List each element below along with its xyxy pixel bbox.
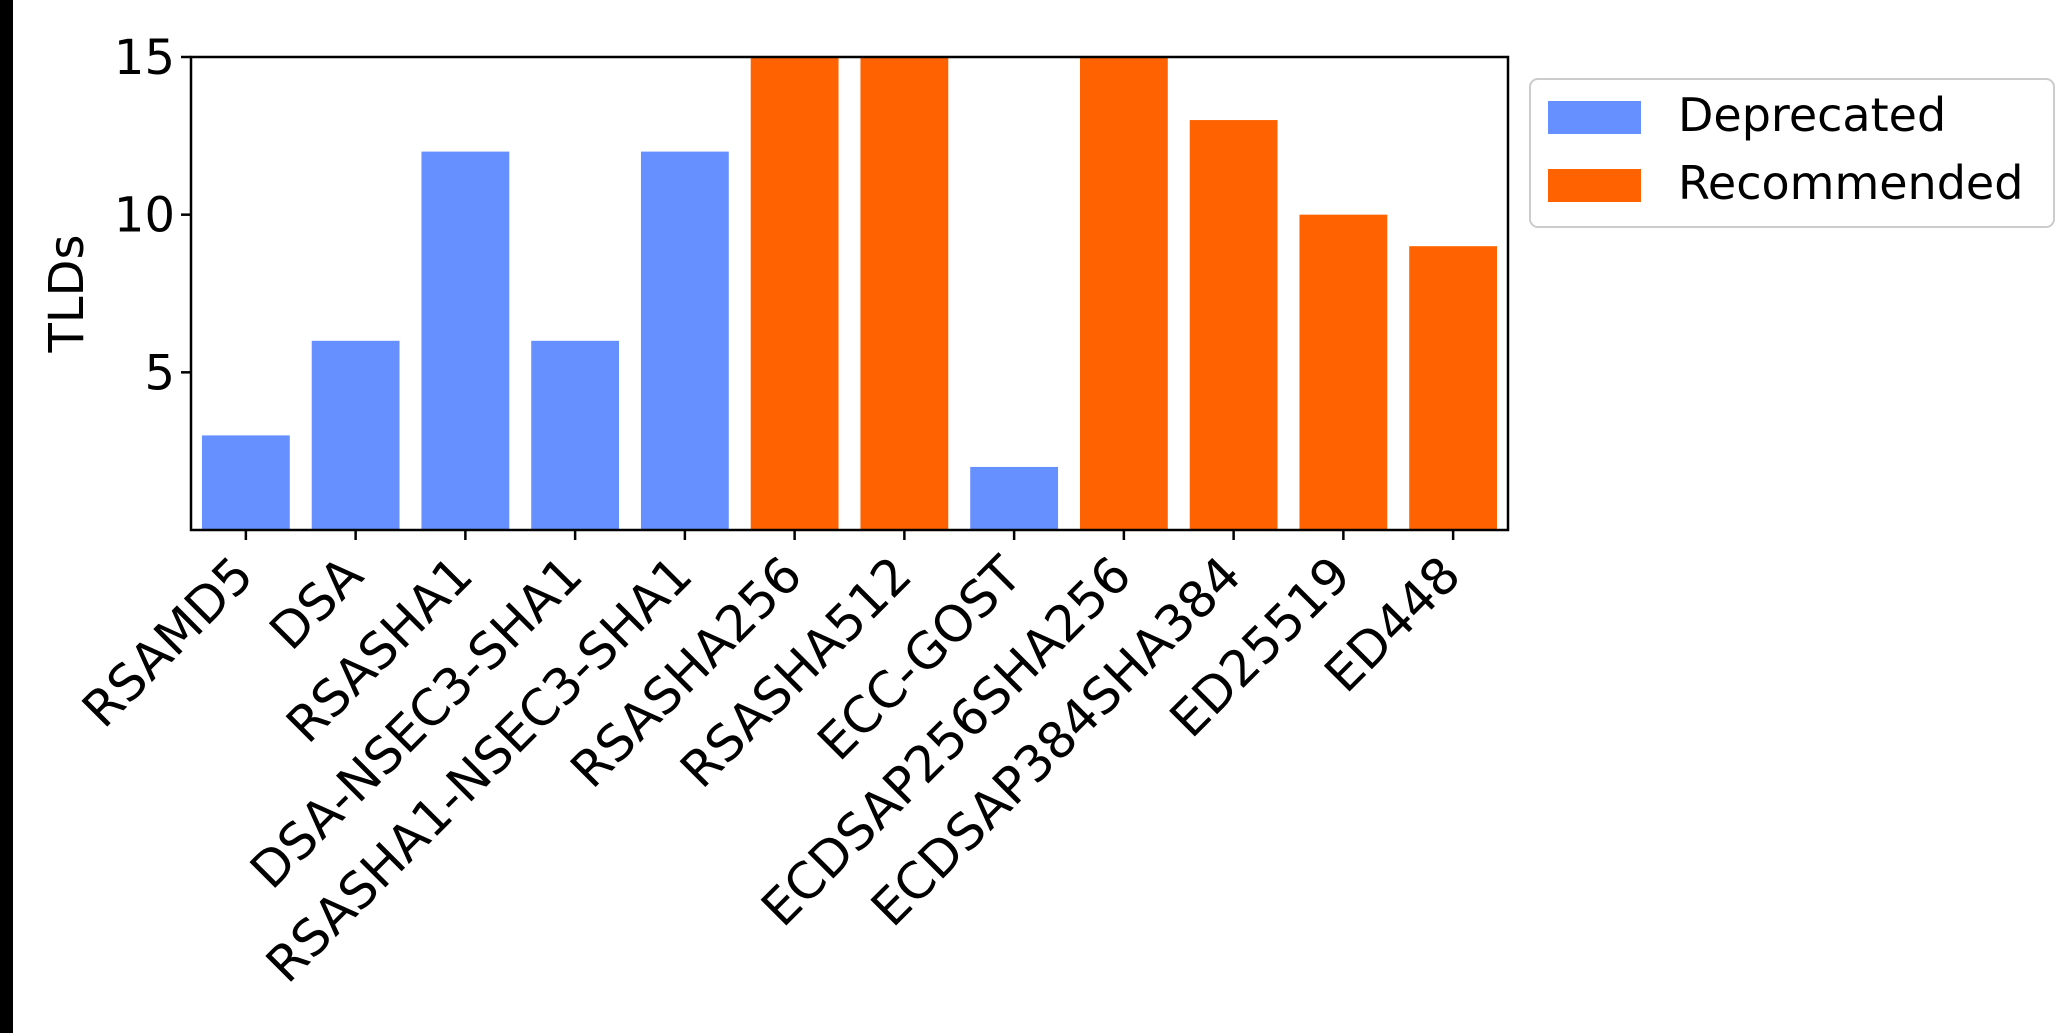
bar-dsa [311, 340, 400, 530]
plot-frame [189, 55, 1510, 532]
legend-box [1529, 78, 2055, 228]
bar-ecdsap256sha256 [1079, 57, 1168, 530]
y-axis-title: TLDs [39, 234, 95, 353]
bar-ed25519 [1299, 214, 1388, 530]
bar-rsasha256 [750, 57, 839, 530]
bar-chart: 5 10 15 RSAMD5DSARSASHA1DSA-NSEC3-SHA1RSAS… [39, 30, 2055, 994]
y-axis: 5 10 15 [114, 30, 191, 401]
legend-swatch-recommended [1548, 169, 1641, 202]
chart-canvas: 5 10 15 RSAMD5 DSA RSASHA1 DSA-NSEC3-SHA1 RSAS… [13, 0, 2069, 1033]
legend-label-recommended: Recommended [1678, 156, 2023, 210]
legend-label-deprecated: Deprecated [1678, 88, 1946, 142]
bar-ed448 [1409, 246, 1498, 530]
x-tick-label: RSAMD5 [71, 545, 264, 738]
y-tick-label: 5 [144, 345, 175, 401]
bars-group [201, 57, 1498, 531]
bar-rsasha512 [860, 57, 949, 530]
bar-rsasha1-nsec3-sha1 [640, 151, 729, 530]
y-tick-label: 15 [114, 30, 175, 86]
y-tick-label: 10 [114, 188, 175, 244]
x-axis: RSAMD5DSARSASHA1DSA-NSEC3-SHA1RSASHA1-NS… [71, 530, 1472, 994]
legend: Deprecated Recommended [1529, 78, 2055, 228]
bar-dsa-nsec3-sha1 [531, 340, 620, 530]
bar-ecdsap384sha384 [1189, 120, 1278, 531]
legend-swatch-deprecated [1548, 101, 1641, 134]
bar-rsasha1 [421, 151, 510, 530]
bar-rsamd5 [201, 435, 290, 530]
bar-ecc-gost [970, 466, 1059, 530]
